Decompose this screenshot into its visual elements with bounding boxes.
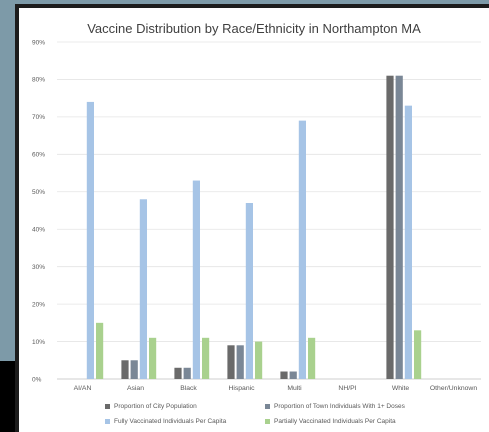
y-tick-label: 80% <box>32 77 45 84</box>
bar-2-multi <box>298 120 306 379</box>
bar-3-hispanic <box>255 341 263 379</box>
bar-0-asian <box>121 360 129 379</box>
x-tick-label: AI/AN <box>74 385 92 392</box>
bar-0-black <box>174 367 182 379</box>
legend-item: Proportion of Town Individuals With 1+ D… <box>265 403 405 410</box>
legend-label: Fully Vaccinated Individuals Per Capita <box>114 418 227 425</box>
bar-2-asian <box>139 199 147 379</box>
bar-2-black <box>192 180 200 379</box>
x-tick-label: Asian <box>127 385 144 392</box>
x-tick-label: White <box>392 385 410 392</box>
bar-3-multi <box>308 337 316 379</box>
bar-3-ai-an <box>96 322 104 379</box>
legend-swatch <box>265 404 270 409</box>
y-tick-label: 50% <box>32 189 45 196</box>
x-tick-label: Hispanic <box>228 385 255 392</box>
bar-0-multi <box>280 371 288 379</box>
legend-label: Partially Vaccinated Individuals Per Cap… <box>274 418 396 425</box>
bar-3-white <box>414 330 422 379</box>
y-tick-label: 0% <box>32 376 42 383</box>
x-tick-label: NH/PI <box>338 385 356 392</box>
bar-0-white <box>386 75 394 379</box>
legend-item: Fully Vaccinated Individuals Per Capita <box>105 418 226 425</box>
y-tick-label: 40% <box>32 227 45 234</box>
legend-item: Proportion of City Population <box>105 403 197 410</box>
x-tick-label: Other/Unknown <box>430 385 477 392</box>
legend-label: Proportion of City Population <box>114 403 197 410</box>
bar-1-multi <box>289 371 297 379</box>
bar-3-asian <box>149 337 157 379</box>
legend-swatch <box>105 404 110 409</box>
bar-3-black <box>202 337 210 379</box>
bar-2-white <box>404 105 412 380</box>
chart-card: Vaccine Distribution by Race/Ethnicity i… <box>19 8 489 432</box>
y-tick-label: 30% <box>32 264 45 271</box>
chart-svg: 0% 10% 20% 30% 40% 50% 60% 70% 80% 90% AI/AN Asian B… <box>32 39 481 392</box>
y-tick-label: 60% <box>32 152 45 159</box>
x-tick-label: Multi <box>287 385 302 392</box>
bar-1-hispanic <box>236 345 244 379</box>
bar-1-white <box>395 75 403 379</box>
bar-0-hispanic <box>227 345 235 379</box>
legend-swatch <box>265 419 270 424</box>
y-tick-label: 20% <box>32 301 45 308</box>
bar-2-ai-an <box>86 101 94 380</box>
legend-item: Partially Vaccinated Individuals Per Cap… <box>265 418 396 425</box>
bar-2-hispanic <box>245 203 253 379</box>
bar-1-asian <box>130 360 138 379</box>
y-tick-label: 10% <box>32 339 45 346</box>
x-tick-label: Black <box>180 385 197 392</box>
chart-title: Vaccine Distribution by Race/Ethnicity i… <box>87 21 421 36</box>
y-tick-label: 90% <box>32 39 45 46</box>
legend-label: Proportion of Town Individuals With 1+ D… <box>274 403 405 410</box>
y-tick-label: 70% <box>32 114 45 121</box>
bar-1-black <box>183 367 191 379</box>
legend-swatch <box>105 419 110 424</box>
